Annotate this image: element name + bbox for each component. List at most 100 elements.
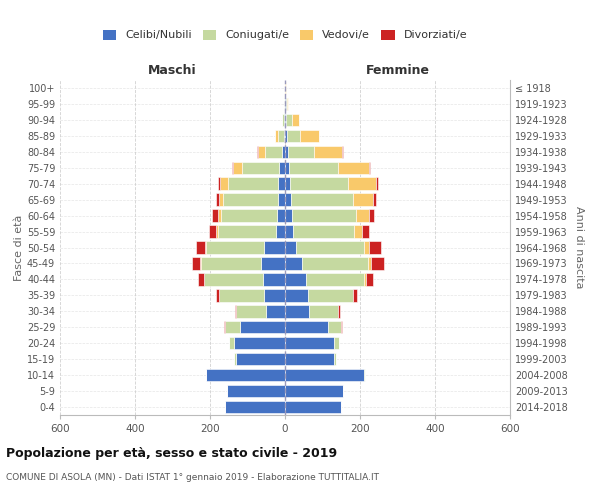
Bar [285,353,334,366]
Bar [265,289,285,302]
Bar [277,194,285,206]
Bar [240,321,285,334]
Bar [368,210,374,222]
Bar [364,273,365,285]
Bar [376,178,377,190]
Bar [334,353,335,366]
Bar [305,273,364,285]
Bar [265,242,285,254]
Bar [283,114,284,126]
Bar [278,178,285,190]
Bar [196,242,205,254]
Bar [285,178,290,190]
Text: Popolazione per età, sesso e stato civile - 2019: Popolazione per età, sesso e stato civil… [6,448,337,460]
Bar [285,257,302,270]
Bar [355,226,362,238]
Bar [285,273,305,285]
Bar [288,146,314,158]
Bar [265,146,282,158]
Bar [338,305,340,318]
Bar [218,210,221,222]
Text: Maschi: Maschi [148,64,197,77]
Bar [362,226,368,238]
Bar [347,178,376,190]
Bar [235,353,236,366]
Bar [285,146,288,158]
Bar [314,146,343,158]
Bar [364,369,365,382]
Bar [227,385,285,398]
Bar [278,130,284,142]
Bar [287,98,289,110]
Bar [373,194,376,206]
Bar [217,289,220,302]
Bar [364,242,370,254]
Bar [341,321,342,334]
Bar [206,369,285,382]
Bar [286,114,292,126]
Bar [227,178,278,190]
Bar [199,273,204,285]
Bar [296,242,364,254]
Bar [285,130,287,142]
Bar [281,114,283,126]
Bar [205,242,206,254]
Bar [218,194,223,206]
Bar [218,226,275,238]
Bar [221,210,277,222]
Bar [223,194,277,206]
Bar [289,162,337,174]
Bar [275,226,285,238]
Bar [285,194,290,206]
Bar [285,337,334,349]
Bar [263,273,285,285]
Bar [365,273,373,285]
Bar [308,289,353,302]
Bar [292,114,299,126]
Bar [225,401,285,413]
Bar [355,210,368,222]
Bar [285,162,289,174]
Bar [285,226,293,238]
Bar [220,178,227,190]
Bar [300,130,319,142]
Bar [353,289,357,302]
Bar [371,257,383,270]
Bar [206,242,265,254]
Bar [285,369,364,382]
Legend: Celibi/Nubili, Coniugati/e, Vedovi/e, Divorziati/e: Celibi/Nubili, Coniugati/e, Vedovi/e, Di… [98,26,472,45]
Bar [334,337,340,349]
Bar [232,162,233,174]
Bar [229,337,235,349]
Bar [290,194,353,206]
Bar [367,257,371,270]
Bar [285,242,296,254]
Bar [225,321,240,334]
Bar [212,210,218,222]
Bar [200,257,260,270]
Bar [284,130,285,142]
Bar [205,273,263,285]
Bar [290,178,347,190]
Bar [282,146,285,158]
Bar [220,289,265,302]
Bar [302,257,367,270]
Bar [215,194,218,206]
Y-axis label: Fasce di età: Fasce di età [14,214,24,280]
Bar [236,305,266,318]
Bar [233,162,242,174]
Bar [370,242,380,254]
Bar [275,130,278,142]
Y-axis label: Anni di nascita: Anni di nascita [574,206,584,289]
Bar [328,321,341,334]
Bar [285,385,343,398]
Bar [285,401,341,413]
Bar [215,226,218,238]
Bar [286,98,287,110]
Bar [287,130,300,142]
Bar [242,162,280,174]
Bar [293,226,355,238]
Bar [285,98,286,110]
Bar [337,162,370,174]
Bar [310,305,337,318]
